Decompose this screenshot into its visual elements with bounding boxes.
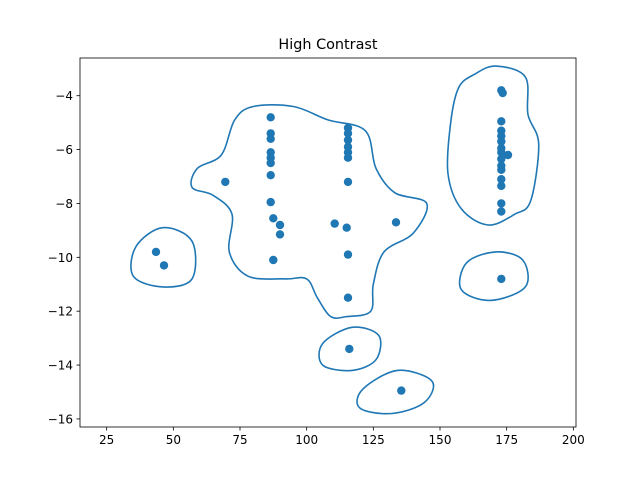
data-point [497,137,506,146]
contour-line-1 [190,103,429,319]
data-point [497,199,506,208]
data-point [151,247,161,257]
data-point [343,129,353,138]
y-tick-label: −8 [55,197,73,211]
contour-line-5 [318,326,382,372]
contour-line-2 [130,226,197,288]
data-point [343,135,353,145]
data-point [275,220,285,230]
data-point [159,261,169,270]
data-point [266,134,275,143]
axes: 25 50 75 100 125 150 175 200 −16 −14 −12 −10 −8 −6 −4 [48,57,585,447]
data-point [266,197,275,207]
data-point [269,214,278,223]
y-tick-label: −16 [48,412,73,426]
data-point [497,181,506,191]
y-tick-label: −10 [48,251,73,265]
contour-line-6 [356,369,435,415]
data-point [497,148,506,157]
data-point [342,223,351,232]
data-point [497,165,506,174]
x-tick-label: 200 [562,433,585,447]
data-point [391,218,401,227]
contour-layer [130,65,540,415]
data-point [269,255,278,265]
chart-title: High Contrast [278,37,377,53]
x-tick-label: 100 [295,433,318,447]
y-tick-label: −14 [48,359,73,373]
data-point [498,88,507,98]
x-tick-label: 150 [429,433,452,447]
x-tick-label: 25 [99,433,114,447]
x-tick-label: 175 [495,433,518,447]
data-point [343,177,353,187]
data-point [275,230,285,239]
data-point [397,386,406,395]
data-point [345,344,354,354]
data-point [497,154,506,164]
y-tick-label: −12 [48,305,73,319]
data-point [497,117,506,126]
data-point [343,293,353,302]
data-point [503,150,513,160]
data-point [497,207,506,216]
point-layer [151,86,513,395]
data-point [266,113,275,122]
contour-line-4 [458,251,529,302]
data-point [497,274,506,284]
data-point [343,250,353,259]
plot-frame [79,57,577,428]
data-point [343,153,353,162]
y-tick-label: −6 [55,143,73,157]
data-point [266,158,275,168]
data-point [497,175,506,184]
x-tick-label: 50 [166,433,181,447]
contour-line-3 [446,65,540,226]
y-tick-label: −4 [55,89,73,103]
x-tick-label: 75 [232,433,247,447]
data-point [266,171,275,180]
data-point [330,219,339,228]
x-tick-label: 125 [362,433,385,447]
data-point [221,177,230,187]
